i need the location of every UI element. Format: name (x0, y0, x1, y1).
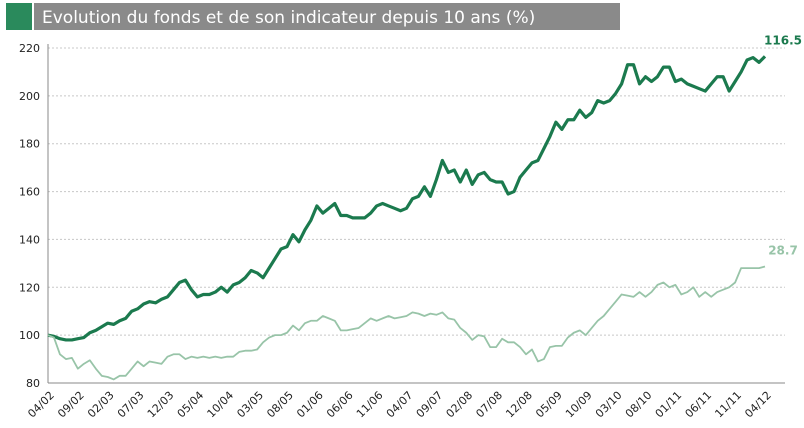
x-tick-label: 04/12 (742, 389, 774, 421)
x-tick-label: 07/08 (473, 389, 505, 421)
y-tick-label: 180 (19, 138, 40, 151)
x-tick-label: 11/06 (354, 389, 386, 421)
end-label: 28.7 (768, 243, 798, 257)
x-tick-label: 07/03 (115, 389, 147, 421)
y-tick-label: 220 (19, 42, 40, 55)
x-tick-label: 04/02 (25, 389, 57, 421)
x-tick-label: 08/05 (264, 389, 296, 421)
x-tick-label: 04/07 (384, 389, 416, 421)
x-tick-label: 12/08 (503, 389, 535, 421)
x-tick-label: 01/06 (294, 389, 326, 421)
series-line (47, 55, 767, 342)
x-tick-label: 11/11 (712, 389, 744, 421)
x-tick-label: 03/10 (593, 389, 625, 421)
x-tick-label: 05/04 (175, 389, 207, 421)
x-tick-label: 01/11 (653, 389, 685, 421)
x-tick-label: 02/03 (85, 389, 117, 421)
x-tick-label: 06/11 (683, 389, 715, 421)
x-tick-label: 08/10 (623, 389, 655, 421)
chart-title: Evolution du fonds et de son indicateur … (42, 8, 535, 28)
x-tick-label: 05/09 (533, 389, 565, 421)
x-tick-label: 02/08 (444, 389, 476, 421)
x-tick-label: 09/07 (414, 389, 446, 421)
x-tick-label: 06/06 (324, 389, 356, 421)
y-tick-label: 80 (26, 377, 40, 390)
title-bar (34, 3, 620, 30)
y-tick-label: 120 (19, 281, 40, 294)
x-tick-label: 03/05 (234, 389, 266, 421)
x-tick-label: 10/04 (205, 389, 237, 421)
y-tick-label: 140 (19, 233, 40, 246)
y-tick-label: 160 (19, 186, 40, 199)
x-tick-label: 10/09 (563, 389, 595, 421)
title-marker (6, 3, 32, 30)
y-tick-label: 200 (19, 90, 40, 103)
x-tick-label: 09/02 (55, 389, 87, 421)
y-tick-label: 100 (19, 329, 40, 342)
end-label: 116.5 (764, 33, 802, 47)
x-tick-label: 12/03 (145, 389, 177, 421)
series-line (47, 265, 766, 381)
